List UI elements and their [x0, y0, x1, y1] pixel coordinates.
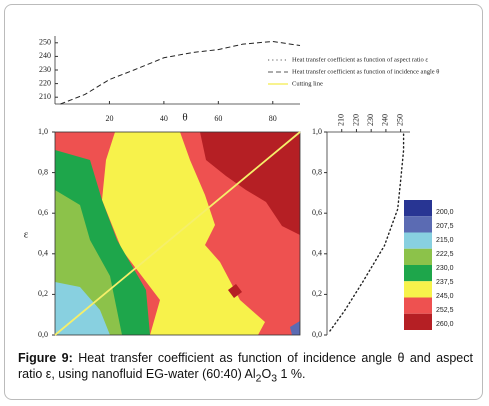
- legend-label: Heat transfer coefficient as function of…: [292, 68, 439, 75]
- colorbar-swatch: [404, 297, 432, 314]
- x-tick-label: 80: [269, 114, 277, 123]
- x-tick-label: 40: [160, 114, 168, 123]
- line-series: [329, 131, 405, 332]
- contour-region: [228, 284, 242, 298]
- legend-label: Heat transfer coefficient as function of…: [292, 56, 428, 63]
- colorbar-swatch: [404, 248, 432, 265]
- colorbar-label: 260,0: [436, 321, 454, 328]
- caption-formula: O: [261, 367, 272, 381]
- y-tick-label: 0,8: [38, 167, 48, 176]
- x-tick-label: 240: [381, 114, 390, 126]
- legend-label: Cutting line: [292, 80, 323, 87]
- colorbar-label: 245,0: [436, 293, 454, 300]
- y-axis-label: ε: [24, 229, 29, 241]
- cutting-line: [54, 131, 301, 336]
- y-tick-label: 250: [39, 38, 51, 47]
- y-tick-label: 0,2: [312, 289, 322, 298]
- x-axis-label: θ: [182, 112, 187, 124]
- x-tick-label: 230: [366, 114, 375, 126]
- contour-region: [55, 282, 110, 335]
- colorbar-swatch: [404, 200, 432, 217]
- y-tick-label: 0,4: [38, 249, 48, 258]
- y-tick-label: 0,0: [38, 330, 48, 339]
- colorbar-label: 207,5: [436, 223, 454, 230]
- colorbar-swatch: [404, 265, 432, 282]
- caption-label: Figure 9:: [18, 351, 73, 365]
- y-tick-label: 0,2: [38, 289, 48, 298]
- caption: Figure 9: Heat transfer coefficient as f…: [18, 350, 473, 388]
- x-tick-label: 20: [105, 114, 113, 123]
- y-tick-label: 0,6: [312, 208, 322, 217]
- contour-region: [290, 321, 300, 335]
- y-tick-label: 0,4: [312, 249, 322, 258]
- y-tick-label: 240: [39, 51, 51, 60]
- y-tick-label: 0,0: [312, 330, 322, 339]
- y-tick-label: 220: [39, 78, 51, 87]
- x-tick-label: 210: [337, 114, 346, 126]
- line-series: [60, 40, 301, 105]
- y-tick-label: 230: [39, 65, 51, 74]
- y-tick-label: 0,8: [312, 167, 322, 176]
- colorbar-label: 215,0: [436, 237, 454, 244]
- colorbar-label: 230,0: [436, 265, 454, 272]
- colorbar-swatch: [404, 216, 432, 233]
- x-tick-label: 250: [395, 114, 404, 126]
- colorbar-label: 237,5: [436, 279, 454, 286]
- plot-frame: [54, 131, 301, 336]
- colorbar-label: 222,5: [436, 251, 454, 258]
- x-tick-label: 60: [214, 114, 222, 123]
- y-tick-label: 1,0: [312, 127, 322, 136]
- caption-text: Heat transfer coefficient as function of…: [18, 351, 473, 381]
- caption-end: 1 %.: [280, 367, 306, 381]
- y-tick-label: 0,6: [38, 208, 48, 217]
- caption-sub: 2: [255, 373, 262, 385]
- colorbar-label: 200,0: [436, 209, 454, 216]
- colorbar-swatch: [404, 232, 432, 249]
- caption-formula: Al: [244, 367, 256, 381]
- caption-sub: 3: [271, 373, 277, 385]
- contour-region: [200, 132, 300, 235]
- y-tick-label: 210: [39, 92, 51, 101]
- colorbar-label: 252,5: [436, 307, 454, 314]
- contour-region: [102, 132, 265, 335]
- colorbar-swatch: [404, 313, 432, 330]
- colorbar-swatch: [404, 281, 432, 298]
- x-tick-label: 220: [351, 114, 360, 126]
- y-tick-label: 1,0: [38, 127, 48, 136]
- figure-frame: [4, 4, 483, 400]
- chart: θ ε 20 40 60 80 210 220 230 240 250 0,0 0,2 0,4 0,6 0…: [24, 36, 454, 339]
